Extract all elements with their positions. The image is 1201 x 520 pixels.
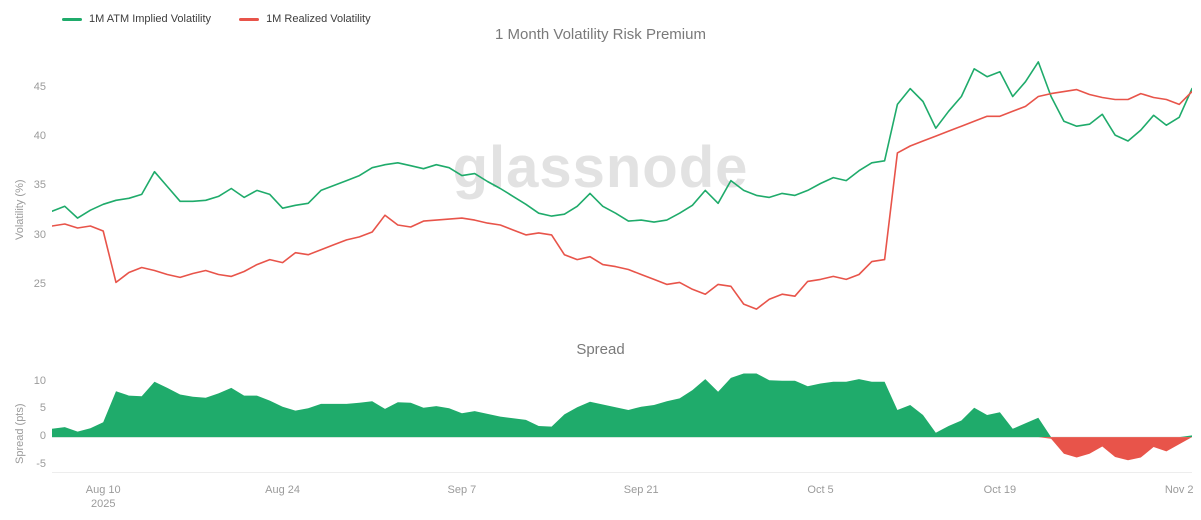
x-axis-year-label: 2025 [90,498,116,510]
spread-chart-title: Spread [576,341,625,358]
x-tick-label: Aug 24 [265,484,300,496]
legend-label-realized: 1M Realized Volatility [266,13,371,25]
volatility-y-tick-label: 45 [33,80,46,93]
implied-volatility-line-icon [62,17,82,21]
spread-area-positive [52,373,1192,438]
x-tick-label: Oct 5 [807,484,834,496]
legend-item-implied-volatility[interactable]: 1M ATM Implied Volatility [62,13,211,25]
volatility-chart-plot[interactable] [52,55,1192,315]
x-tick-label: Nov 2 [1164,484,1194,496]
volatility-y-tick-label: 30 [33,228,46,241]
spread-chart-plot[interactable] [52,368,1192,473]
legend-item-realized-volatility[interactable]: 1M Realized Volatility [239,13,371,25]
spread-y-tick-label: -5 [36,457,46,470]
volatility-y-tick-label: 25 [33,278,46,291]
x-tick-label: Aug 10 2025 [85,484,121,510]
volatility-y-tick-label: 35 [33,179,46,192]
volatility-y-tick-label: 40 [33,130,46,143]
implied-volatility-line [52,61,1192,223]
x-tick-label: Sep 7 [447,484,477,496]
chart-title: 1 Month Volatility Risk Premium [495,26,706,43]
spread-y-tick-label: 0 [39,430,46,443]
spread-area-negative [52,437,1192,461]
realized-volatility-line-icon [239,17,260,21]
realized-volatility-line [52,88,1192,310]
legend-label-implied: 1M ATM Implied Volatility [89,13,212,25]
x-tick-label: Sep 21 [623,484,659,496]
legend: 1M ATM Implied Volatility 1M Realized Vo… [62,13,371,25]
spread-y-tick-label: 5 [39,402,46,415]
spread-y-tick-label: 10 [33,374,46,387]
x-tick-label: Oct 19 [983,484,1017,496]
